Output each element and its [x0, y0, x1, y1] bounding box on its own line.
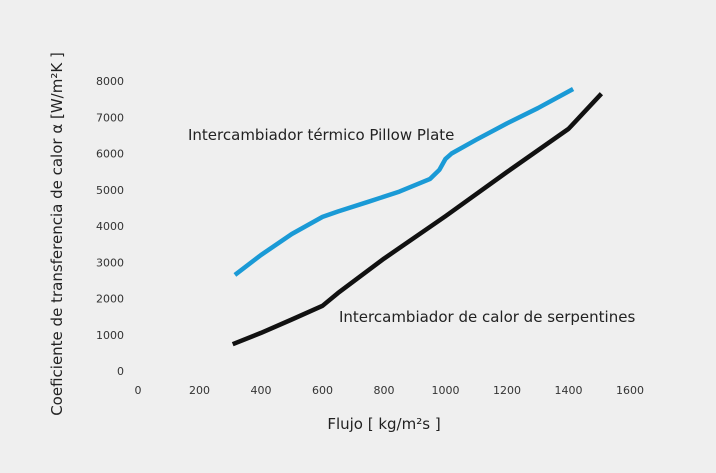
y-tick-label: 4000	[96, 220, 124, 233]
x-tick-label: 600	[312, 384, 333, 397]
series-line-pillow-plate	[233, 87, 575, 277]
x-tick-label: 200	[189, 384, 210, 397]
y-tick-label: 8000	[96, 75, 124, 88]
series-line-serpentines	[231, 92, 604, 347]
series-lines	[231, 87, 604, 347]
y-tick-label: 3000	[96, 256, 124, 269]
x-axis-title: Flujo [ kg/m²s ]	[327, 415, 440, 433]
annotation-pillow-plate: Intercambiador térmico Pillow Plate	[188, 126, 454, 144]
x-tick-label: 400	[251, 384, 272, 397]
y-axis-title: Coeficiente de transferencia de calor α …	[48, 52, 66, 416]
y-tick-label: 1000	[96, 329, 124, 342]
y-tick-label: 2000	[96, 293, 124, 306]
x-tick-label: 1000	[432, 384, 460, 397]
y-tick-label: 7000	[96, 111, 124, 124]
x-tick-label: 0	[135, 384, 142, 397]
y-tick-label: 6000	[96, 148, 124, 161]
y-axis-ticks: 0 1000 2000 3000 4000 5000 6000 7000 8000	[96, 75, 124, 378]
y-tick-label: 5000	[96, 184, 124, 197]
x-tick-label: 1400	[555, 384, 583, 397]
annotation-serpentines: Intercambiador de calor de serpentines	[339, 308, 635, 326]
y-tick-label: 0	[117, 365, 124, 378]
x-tick-label: 1200	[493, 384, 521, 397]
x-tick-label: 800	[374, 384, 395, 397]
x-tick-label: 1600	[616, 384, 644, 397]
x-axis-ticks: 0 200 400 600 800 1000 1200 1400 1600	[135, 384, 645, 397]
